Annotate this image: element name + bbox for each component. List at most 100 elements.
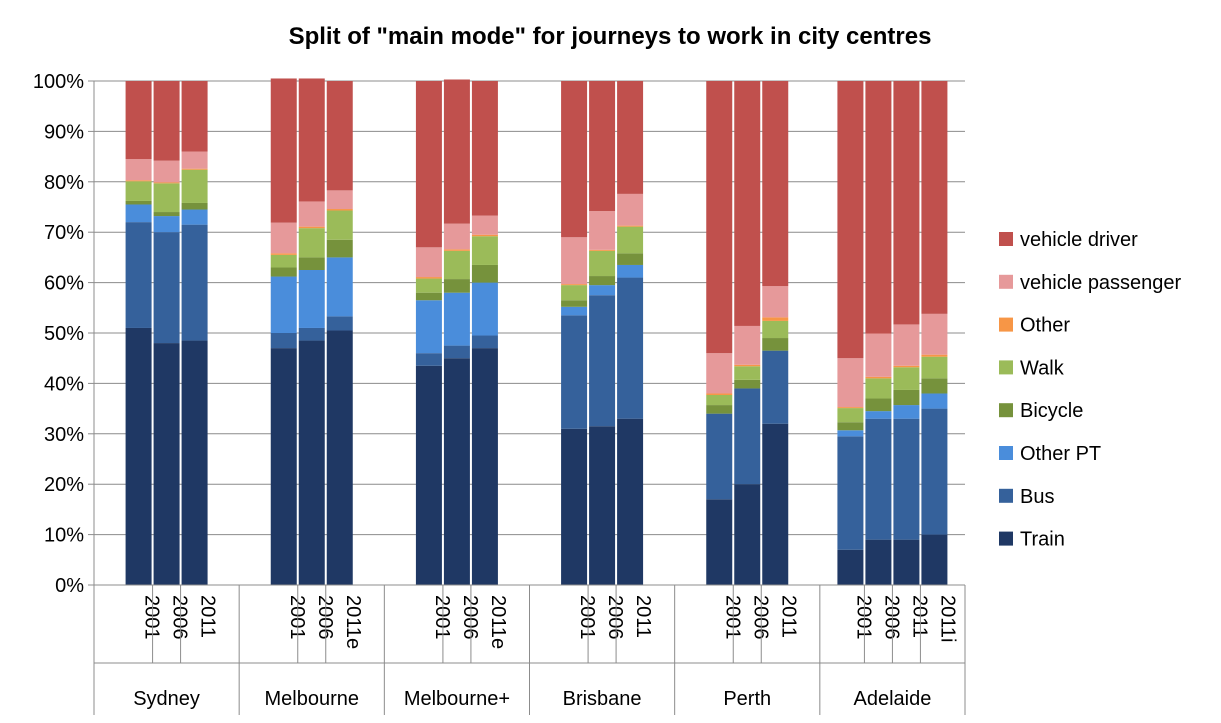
bar-segment-train: [181, 340, 208, 585]
bar-segment-vehicle-driver: [706, 81, 733, 354]
bar-segment-vehicle-passenger: [298, 201, 325, 227]
bar-segment-other-pt: [865, 411, 892, 419]
x-year-label: 2001: [852, 595, 874, 640]
x-year-label: 2001: [141, 595, 163, 640]
bar-segment-train: [921, 534, 948, 585]
bar-segment-bicycle: [270, 267, 297, 277]
bar-segment-other: [589, 249, 616, 251]
bar-segment-vehicle-passenger: [561, 237, 588, 285]
bar-segment-bus: [270, 333, 297, 349]
x-group-label: Adelaide: [853, 688, 931, 710]
bar-segment-vehicle-passenger: [471, 215, 498, 235]
bar-segment-vehicle-driver: [181, 81, 208, 152]
x-year-label: 2006: [604, 595, 626, 640]
bar-segment-other: [443, 249, 470, 251]
bar-segment-vehicle-driver: [415, 81, 442, 248]
bar-segment-other: [153, 182, 180, 184]
bar-segment-bicycle: [561, 300, 588, 307]
bar-segment-bicycle: [298, 257, 325, 270]
bar-segment-bicycle: [415, 292, 442, 301]
bar-segment-bus: [125, 222, 152, 328]
bar-segment-other: [734, 364, 761, 367]
bar-segment-other: [298, 226, 325, 229]
bar-segment-vehicle-passenger: [617, 193, 644, 226]
bar-segment-vehicle-driver: [734, 81, 761, 326]
bar-segment-vehicle-passenger: [181, 151, 208, 169]
bar-segment-bus: [561, 315, 588, 429]
bar-segment-walk: [762, 320, 789, 339]
bar-segment-bicycle: [734, 379, 761, 389]
bar-segment-vehicle-driver: [443, 79, 470, 224]
bar-segment-train: [443, 358, 470, 585]
y-tick-label: 30%: [44, 424, 84, 446]
bar-segment-other-pt: [270, 276, 297, 333]
x-year-label: 2011: [197, 595, 219, 638]
bar-segment-vehicle-passenger: [326, 190, 353, 210]
bar-segment-walk: [706, 394, 733, 406]
legend-label: vehicle passenger: [1020, 272, 1182, 294]
x-year-label: 2011i: [936, 595, 958, 642]
y-tick-label: 20%: [44, 474, 84, 496]
bar-segment-vehicle-driver: [762, 81, 789, 287]
bar-segment-vehicle-driver: [837, 81, 864, 359]
bar-segment-other: [125, 180, 152, 182]
bar-segment-bicycle: [471, 264, 498, 283]
legend-swatch: [999, 232, 1013, 246]
bar-segment-walk: [443, 250, 470, 280]
bar-segment-walk: [298, 228, 325, 258]
y-tick-label: 70%: [44, 222, 84, 244]
bar-segment-vehicle-driver: [298, 78, 325, 202]
bar-segment-bus: [706, 413, 733, 500]
x-axis: 2001 2006 2011 Sydney 2001 2006 2011e Melbourne…: [93, 584, 966, 715]
x-group-label: Melbourne+: [404, 688, 510, 710]
bar-segment-train: [270, 348, 297, 585]
bar-segment-other: [270, 253, 297, 255]
bar-segment-vehicle-driver: [921, 81, 948, 314]
bar-segment-bus: [471, 335, 498, 349]
bar-segment-vehicle-passenger: [589, 211, 616, 250]
bar-segment-train: [561, 428, 588, 585]
bar-segment-bicycle: [153, 212, 180, 217]
bar-segment-walk: [734, 366, 761, 380]
bar-segment-bicycle: [443, 279, 470, 293]
bar-segment-train: [865, 539, 892, 585]
bar-segment-vehicle-passenger: [415, 247, 442, 278]
bar-segment-bicycle: [893, 389, 920, 406]
x-year-label: 2001: [576, 595, 598, 640]
bar-segment-train: [298, 340, 325, 585]
bar-segment-vehicle-passenger: [270, 222, 297, 254]
bar-segment-other-pt: [471, 282, 498, 336]
bar-segment-bus: [326, 316, 353, 331]
bar-segment-bus: [734, 388, 761, 485]
bar-segment-vehicle-driver: [617, 81, 644, 194]
x-year-label: 2011: [908, 595, 930, 638]
bar-segment-other-pt: [326, 257, 353, 317]
bar-segment-other-pt: [617, 264, 644, 278]
legend-swatch: [999, 317, 1013, 332]
legend-swatch: [999, 488, 1013, 503]
bar-segment-bicycle: [865, 398, 892, 412]
legend-swatch: [999, 403, 1013, 418]
y-tick-label: 60%: [44, 273, 84, 295]
y-tick-label: 0%: [55, 575, 84, 597]
bar-segment-bicycle: [762, 338, 789, 351]
bar-segment-other-pt: [181, 209, 208, 225]
bar-segment-bus: [921, 408, 948, 535]
bar-segment-other: [561, 284, 588, 286]
y-tick-label: 40%: [44, 373, 84, 395]
bar-segment-train: [734, 484, 761, 585]
x-year-label: 2001: [431, 595, 453, 640]
bar-segment-bus: [181, 224, 208, 341]
bar-segment-bus: [153, 232, 180, 344]
x-group-label: Perth: [723, 688, 771, 710]
bar-segment-bicycle: [125, 200, 152, 205]
bar-segment-vehicle-driver: [893, 81, 920, 325]
bar-segment-walk: [153, 183, 180, 213]
legend-swatch: [999, 360, 1013, 375]
bar-segment-other-pt: [443, 292, 470, 346]
y-tick-label: 100%: [33, 71, 84, 93]
bar-segment-other-pt: [589, 285, 616, 296]
legend-label: Other PT: [1020, 443, 1101, 465]
bar-segment-vehicle-passenger: [837, 358, 864, 408]
